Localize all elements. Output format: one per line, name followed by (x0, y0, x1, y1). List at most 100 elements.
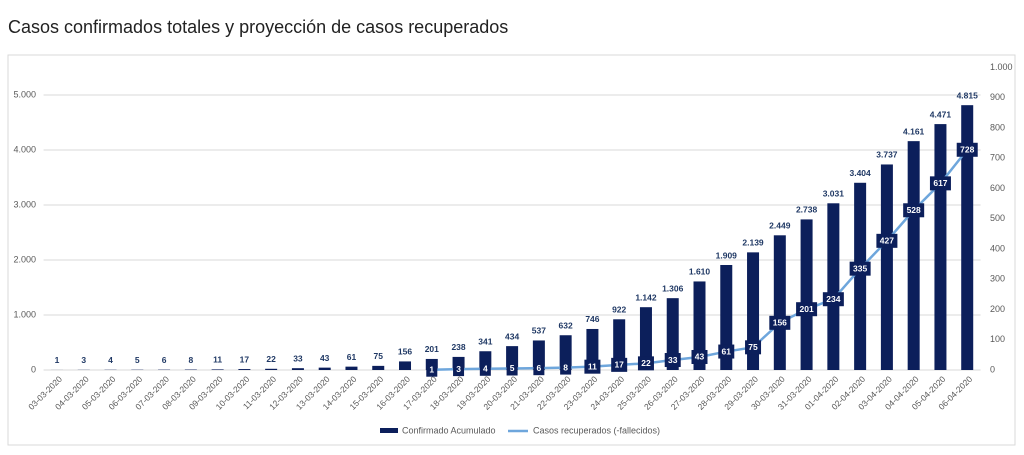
bar-label: 17 (240, 354, 250, 364)
line-label-box (584, 359, 601, 374)
line-label: 617 (933, 178, 947, 188)
y2-tick-label: 1.000 (990, 62, 1013, 72)
legend-label: Casos recuperados (-fallecidos) (533, 425, 660, 435)
line-label-box (929, 176, 951, 191)
line-label: 11 (588, 361, 597, 371)
line-label: 4 (483, 364, 488, 374)
line-label: 3 (456, 364, 461, 374)
chart-frame (7, 54, 1016, 446)
bar-label: 434 (505, 331, 519, 341)
line-label-box (611, 357, 628, 372)
bar-label: 33 (293, 353, 303, 363)
line-label-box (560, 360, 572, 375)
line-label: 17 (614, 360, 624, 370)
line-label-box (876, 233, 898, 248)
bar (800, 219, 813, 370)
line-label-box (479, 361, 491, 376)
y2-tick-label: 400 (990, 243, 1005, 253)
bar-label: 537 (532, 326, 546, 336)
bar-label: 5 (135, 355, 140, 365)
bar (961, 105, 974, 371)
line-label: 61 (722, 346, 732, 356)
bar-label: 922 (612, 305, 626, 315)
legend-swatch (380, 428, 398, 433)
bar-label: 1.610 (689, 267, 711, 277)
bar-label: 3.404 (849, 168, 871, 178)
bar (854, 182, 867, 370)
bar-label: 2.139 (742, 238, 764, 248)
chart-title: Casos confirmados totales y proyección d… (8, 17, 508, 37)
y2-tick-label: 100 (990, 334, 1005, 344)
line-label-box (664, 353, 681, 368)
line-label-box (956, 142, 978, 157)
line-label-box (796, 302, 818, 317)
bar-label: 238 (451, 342, 465, 352)
line-label-box (637, 356, 654, 371)
line-label-box (533, 361, 545, 376)
y2-tick-label: 300 (990, 274, 1005, 284)
line-label-box (426, 362, 438, 377)
bar (639, 307, 652, 370)
y-tick-label: 4.000 (13, 144, 36, 154)
bar (238, 369, 251, 370)
bar-label: 4.161 (903, 126, 925, 136)
legend-label: Confirmado Acumulado (402, 425, 496, 435)
bar (291, 368, 304, 370)
line-label-box (745, 340, 762, 355)
bar (372, 365, 385, 370)
y2-tick-label: 800 (990, 122, 1005, 132)
line-label-box (849, 261, 871, 276)
y2-tick-label: 900 (990, 92, 1005, 102)
line-label: 8 (563, 362, 568, 372)
bar-label: 4.815 (957, 90, 979, 100)
line-label: 201 (799, 304, 813, 314)
bar-label: 1.142 (635, 292, 657, 302)
line-label: 528 (907, 205, 921, 215)
bar (345, 366, 358, 370)
line-label-box (453, 362, 465, 377)
bar-label: 3.031 (823, 189, 845, 199)
bar (693, 281, 706, 370)
line-label: 335 (853, 263, 867, 273)
bar-label: 43 (320, 353, 330, 363)
y2-tick-label: 200 (990, 304, 1005, 314)
bar-label: 3 (81, 355, 86, 365)
bar-label: 2.738 (796, 205, 818, 215)
line-label-box (718, 344, 735, 359)
bar (880, 164, 893, 370)
bar (506, 346, 519, 370)
line-label: 43 (695, 352, 705, 362)
bar-label: 1.909 (716, 250, 738, 260)
line-label: 75 (748, 342, 758, 352)
bar-label: 61 (347, 352, 357, 362)
line-label: 234 (826, 294, 840, 304)
y2-tick-label: 500 (990, 213, 1005, 223)
bar-label: 11 (213, 355, 222, 365)
line-label-box (822, 292, 844, 307)
bar-label: 4 (108, 355, 113, 365)
bar (211, 369, 224, 370)
line-label-box (506, 361, 518, 376)
bar-label: 201 (425, 344, 439, 354)
bar-label: 1 (55, 355, 60, 365)
bar (613, 319, 626, 370)
line-label: 6 (537, 363, 542, 373)
bar-label: 341 (478, 336, 492, 346)
bar-label: 2.449 (769, 221, 791, 231)
bar-label: 6 (162, 355, 167, 365)
line-label-box (691, 349, 708, 364)
line-label: 5 (510, 363, 515, 373)
bar (934, 124, 947, 370)
bar (720, 265, 733, 370)
y-tick-label: 5.000 (13, 89, 36, 99)
bar-label: 632 (559, 320, 573, 330)
bar-label: 746 (585, 314, 599, 324)
bar (399, 361, 412, 370)
bar-label: 1.306 (662, 283, 684, 293)
line-label: 22 (641, 358, 651, 368)
line-label: 156 (773, 318, 787, 328)
bar (265, 368, 278, 370)
bar-label: 4.471 (930, 109, 952, 119)
line-label: 33 (668, 355, 678, 365)
y2-tick-label: 0 (990, 364, 995, 374)
